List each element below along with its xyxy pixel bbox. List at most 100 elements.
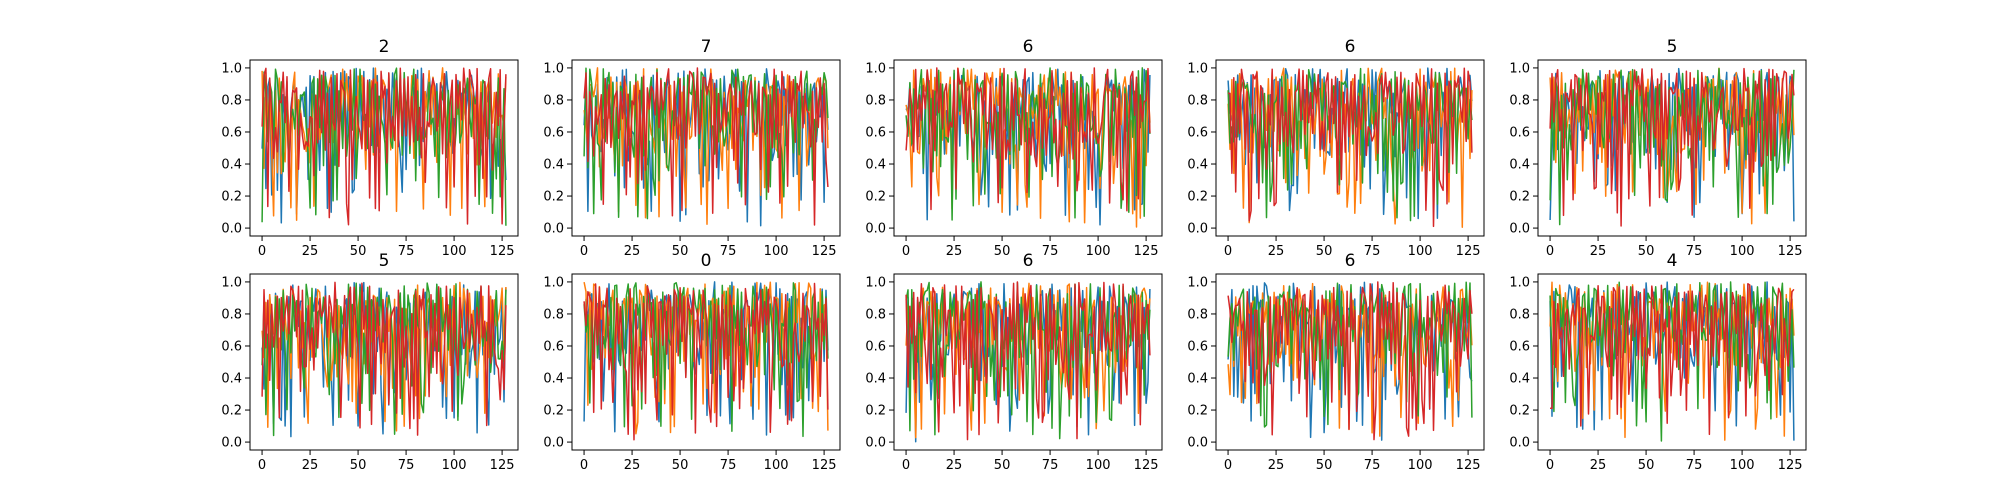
x-tick-label: 100 (1408, 244, 1433, 259)
y-tick-label: 0.8 (865, 307, 886, 322)
x-tick-label: 25 (946, 458, 963, 473)
y-tick-label: 0.4 (543, 372, 564, 387)
x-tick-label: 50 (994, 244, 1011, 259)
x-tick-label: 25 (302, 244, 319, 259)
y-tick-label: 0.6 (1187, 339, 1208, 354)
subplot-title: 0 (701, 251, 712, 271)
x-tick-label: 50 (1638, 244, 1655, 259)
series-line-4 (905, 67, 1151, 212)
y-tick-label: 0.4 (865, 372, 886, 387)
x-tick-label: 25 (946, 244, 963, 259)
y-tick-label: 0.8 (221, 93, 242, 108)
x-tick-label: 125 (812, 244, 837, 259)
y-tick-label: 0.0 (865, 222, 886, 237)
x-tick-label: 0 (902, 458, 910, 473)
x-tick-label: 50 (1638, 458, 1655, 473)
y-tick-label: 1.0 (1187, 61, 1208, 76)
subplot-10: 0 25 50 75 100 125 0.0 0.2 0.4 0.6 0.8 1.0 4 (1509, 251, 1807, 473)
series-line-4 (905, 281, 1151, 441)
axes-frame (893, 59, 1163, 237)
x-tick-label: 0 (258, 458, 266, 473)
x-tick-label: 75 (1042, 458, 1059, 473)
subplot-9: 0 25 50 75 100 125 0.0 0.2 0.4 0.6 0.8 1.0 6 (1187, 251, 1485, 473)
x-tick-label: 125 (1456, 458, 1481, 473)
x-tick-label: 25 (1268, 244, 1285, 259)
y-tick-label: 0.4 (1187, 372, 1208, 387)
y-tick-label: 0.2 (221, 404, 242, 419)
x-tick-label: 0 (1224, 244, 1232, 259)
y-tick-label: 0.2 (543, 404, 564, 419)
x-tick-label: 125 (1134, 458, 1159, 473)
x-tick-label: 50 (672, 244, 689, 259)
subplot-title: 2 (379, 37, 390, 57)
y-tick-label: 0.8 (865, 93, 886, 108)
subplot-title: 6 (1345, 37, 1356, 57)
x-tick-label: 50 (1316, 244, 1333, 259)
y-tick-label: 0.0 (543, 436, 564, 451)
subplot-8: 0 25 50 75 100 125 0.0 0.2 0.4 0.6 0.8 1.0 6 (865, 251, 1163, 473)
x-tick-label: 100 (442, 244, 467, 259)
x-tick-label: 100 (1730, 244, 1755, 259)
y-tick-label: 0.4 (1187, 158, 1208, 173)
y-tick-label: 0.2 (1187, 404, 1208, 419)
x-tick-label: 125 (812, 458, 837, 473)
y-tick-label: 1.0 (221, 61, 242, 76)
y-tick-label: 1.0 (1187, 275, 1208, 290)
subplot-2: 0 25 50 75 100 125 0.0 0.2 0.4 0.6 0.8 1.0 7 (543, 37, 841, 259)
x-tick-label: 0 (580, 458, 588, 473)
y-tick-label: 0.6 (1509, 125, 1530, 140)
y-tick-label: 1.0 (865, 61, 886, 76)
y-tick-label: 0.0 (221, 222, 242, 237)
axes-frame (1215, 59, 1485, 237)
x-tick-label: 75 (1364, 244, 1381, 259)
y-tick-label: 1.0 (865, 275, 886, 290)
subplot-title: 4 (1667, 251, 1678, 271)
y-tick-label: 0.0 (1187, 222, 1208, 237)
subplot-5: 0 25 50 75 100 125 0.0 0.2 0.4 0.6 0.8 1.0 5 (1509, 37, 1807, 259)
x-tick-label: 25 (624, 244, 641, 259)
y-tick-label: 0.6 (865, 339, 886, 354)
y-tick-label: 0.6 (221, 125, 242, 140)
series-line-4 (583, 282, 829, 441)
y-tick-label: 0.8 (1187, 93, 1208, 108)
x-tick-label: 50 (350, 458, 367, 473)
subplot-title: 6 (1023, 37, 1034, 57)
subplot-1: 0 25 50 75 100 125 0.0 0.2 0.4 0.6 0.8 1.0 2 (221, 37, 519, 259)
y-tick-label: 0.8 (1509, 93, 1530, 108)
y-tick-label: 0.6 (221, 339, 242, 354)
y-tick-label: 0.2 (543, 190, 564, 205)
axes-frame (893, 273, 1163, 451)
subplot-3: 0 25 50 75 100 125 0.0 0.2 0.4 0.6 0.8 1.0 6 (865, 37, 1163, 259)
x-tick-label: 100 (764, 458, 789, 473)
y-tick-label: 1.0 (543, 61, 564, 76)
x-tick-label: 50 (672, 458, 689, 473)
y-tick-label: 0.4 (1509, 372, 1530, 387)
axes-frame (249, 273, 519, 451)
x-tick-label: 75 (720, 244, 737, 259)
series-line-4 (261, 281, 507, 436)
x-tick-label: 125 (1778, 458, 1803, 473)
y-tick-label: 0.8 (221, 307, 242, 322)
x-tick-label: 100 (1086, 244, 1111, 259)
axes-frame (1215, 273, 1485, 451)
y-tick-label: 0.2 (1509, 404, 1530, 419)
x-tick-label: 0 (1224, 458, 1232, 473)
x-tick-label: 100 (1730, 458, 1755, 473)
y-tick-label: 0.0 (865, 436, 886, 451)
x-tick-label: 25 (1268, 458, 1285, 473)
subplot-title: 5 (379, 251, 390, 271)
series-line-4 (1227, 281, 1473, 441)
y-tick-label: 0.8 (543, 307, 564, 322)
y-tick-label: 0.6 (543, 125, 564, 140)
y-tick-label: 0.4 (221, 372, 242, 387)
subplot-title: 7 (701, 37, 712, 57)
x-tick-label: 50 (994, 458, 1011, 473)
y-tick-label: 0.4 (865, 158, 886, 173)
x-tick-label: 75 (1686, 244, 1703, 259)
y-tick-label: 1.0 (543, 275, 564, 290)
series-line-4 (261, 67, 507, 226)
series-line-4 (1550, 283, 1795, 436)
x-tick-label: 0 (580, 244, 588, 259)
